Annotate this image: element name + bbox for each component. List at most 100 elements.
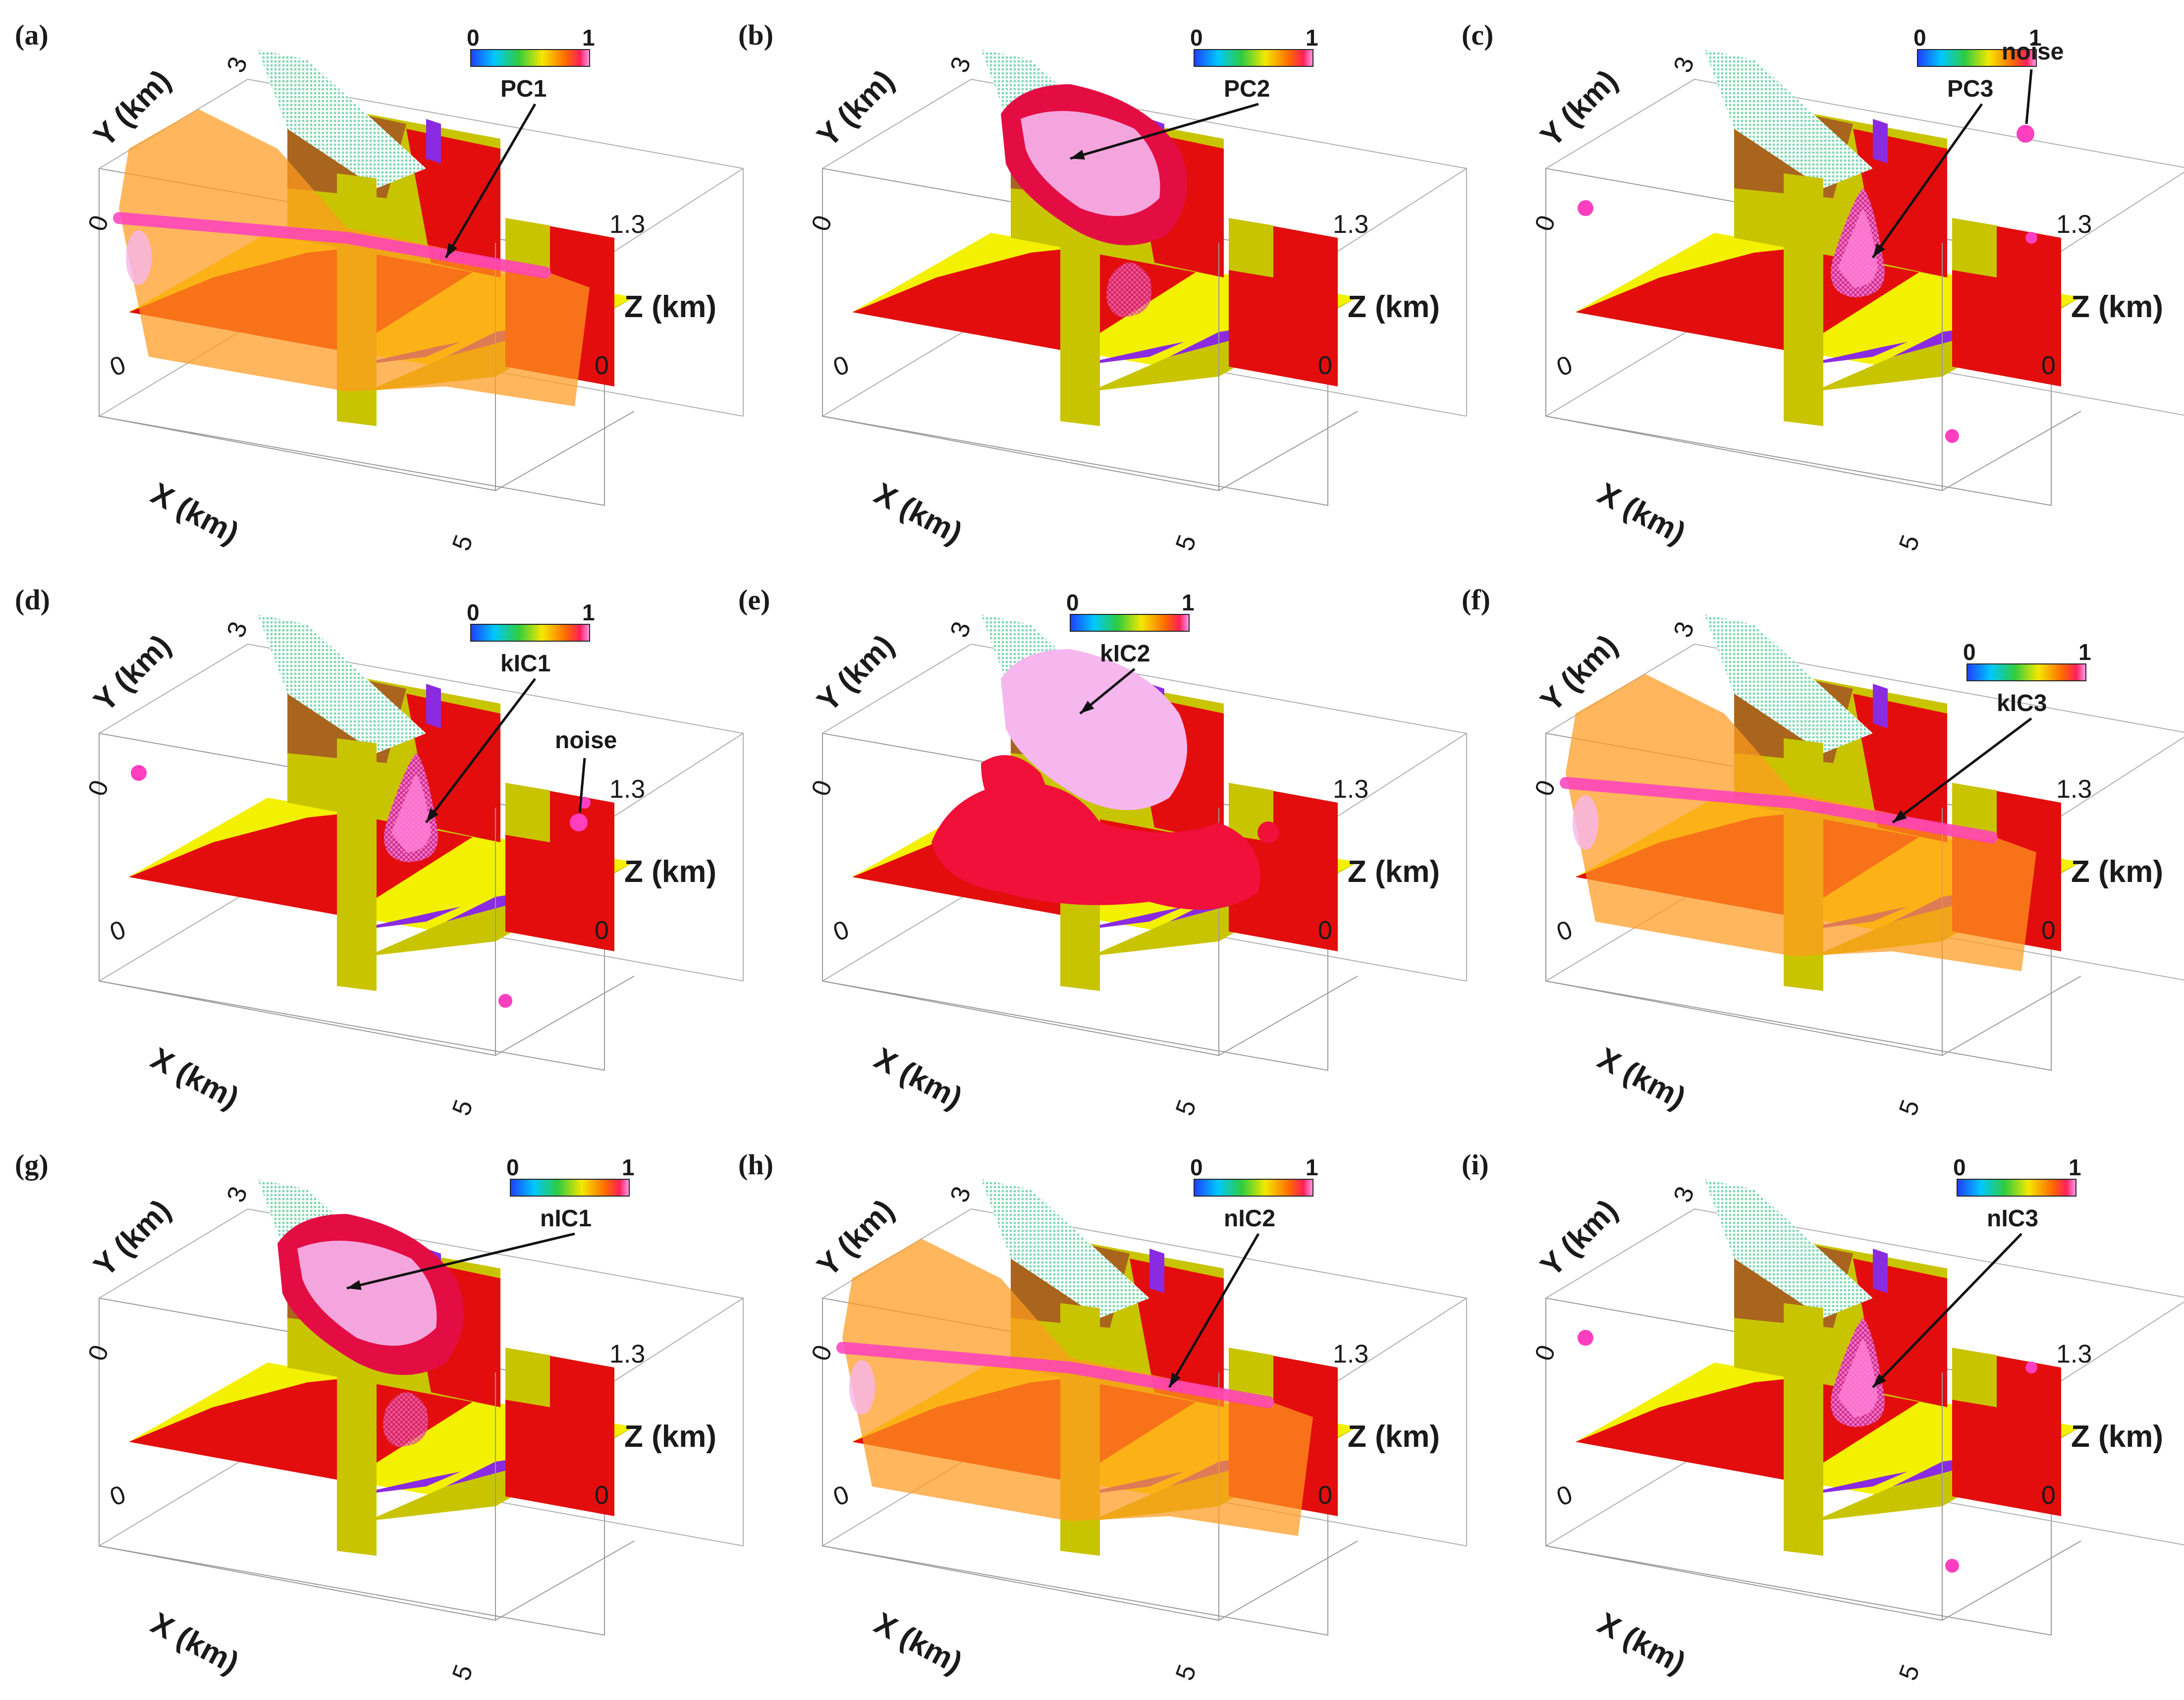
z-axis-label: Z (km)	[624, 290, 716, 324]
z-tick-bottom: 0	[1318, 916, 1332, 945]
colorbar: 0 1 PC1	[467, 25, 595, 102]
z-tick-bottom: 0	[595, 351, 609, 380]
colorbar-min: 0	[1953, 1154, 1966, 1180]
z-tick-bottom: 0	[2041, 351, 2056, 380]
z-tick-top: 1.3	[1333, 775, 1368, 804]
z-axis-label: Z (km)	[1348, 855, 1440, 889]
component-label: PC1	[500, 76, 546, 102]
colorbar: 0 1 nIC2	[1190, 1154, 1318, 1232]
y-tick-3: 3	[221, 618, 253, 641]
x-tick-0: 0	[1553, 1480, 1576, 1512]
colorbar: 0 1 PC3	[1913, 25, 2042, 102]
z-tick-bottom: 0	[2041, 1481, 2056, 1510]
colorbar-min: 0	[1913, 25, 1926, 51]
x-tick-0: 0	[829, 1480, 853, 1512]
z-tick-top: 1.3	[2056, 1340, 2092, 1369]
component-label: nIC2	[1224, 1206, 1275, 1232]
y-tick-0: 0	[83, 1341, 114, 1365]
colorbar: 0 1 PC2	[1190, 25, 1318, 102]
x-tick-0: 0	[106, 915, 129, 947]
x-tick-5: 5	[1894, 1096, 1925, 1119]
y-tick-3: 3	[945, 618, 977, 641]
y-tick-0: 0	[1529, 776, 1561, 800]
y-tick-0: 0	[83, 776, 114, 800]
colorbar: 0 1 kIC1	[467, 600, 595, 677]
callout-arrow	[346, 1232, 575, 1290]
panel-label: (g)	[15, 1149, 49, 1181]
colorbar-max: 1	[2078, 639, 2091, 665]
x-tick-0: 0	[829, 350, 853, 382]
colorbar-min: 0	[1066, 590, 1079, 615]
z-tick-top: 1.3	[609, 775, 645, 804]
panel-label: (b)	[738, 19, 773, 51]
x-tick-5: 5	[1894, 1661, 1925, 1684]
y-tick-0: 0	[806, 212, 838, 235]
x-tick-5: 5	[1170, 1661, 1202, 1684]
z-axis-label: Z (km)	[624, 855, 716, 889]
panel-label: (i)	[1462, 1149, 1489, 1181]
component-label: nIC3	[1987, 1206, 2038, 1232]
colorbar-gradient	[470, 624, 590, 642]
y-tick-3: 3	[1668, 53, 1700, 76]
z-tick-top: 1.3	[2056, 775, 2092, 804]
x-axis-label: X (km)	[1592, 1041, 1691, 1115]
colorbar-max: 1	[1182, 590, 1195, 615]
callout-arrow	[444, 103, 537, 259]
component-label: PC2	[1224, 76, 1270, 102]
component-label: nIC1	[540, 1206, 592, 1232]
x-tick-0: 0	[829, 915, 853, 947]
y-axis-label: Y (km)	[1534, 63, 1624, 154]
noise-arrow	[578, 758, 586, 813]
z-axis-label: Z (km)	[1348, 1420, 1440, 1454]
callout-arrow	[1871, 103, 1983, 259]
colorbar-min: 0	[1963, 639, 1976, 665]
y-axis-label: Y (km)	[1534, 1193, 1624, 1283]
z-axis-label: Z (km)	[2071, 855, 2163, 889]
z-tick-bottom: 0	[595, 1481, 609, 1510]
callout-arrowhead	[446, 243, 458, 258]
y-tick-0: 0	[806, 776, 838, 800]
x-axis-label: X (km)	[1592, 1606, 1691, 1680]
colorbar-min: 0	[506, 1154, 519, 1180]
isosurface-kic2	[931, 649, 1279, 910]
colorbar: 0 1 nIC1	[506, 1154, 635, 1232]
colorbar-gradient	[510, 1179, 630, 1197]
z-axis-label: Z (km)	[624, 1420, 716, 1454]
colorbar-max: 1	[1306, 25, 1318, 51]
colorbar-gradient	[470, 49, 590, 67]
callout-arrow	[1168, 1233, 1260, 1388]
callout-arrowhead	[1070, 150, 1085, 160]
callout-arrow	[1892, 717, 2032, 823]
y-axis-label: Y (km)	[87, 628, 177, 718]
x-tick-5: 5	[447, 1661, 479, 1684]
panel-label: (a)	[15, 19, 49, 51]
x-axis-label: X (km)	[1592, 476, 1691, 550]
noise-blob	[570, 814, 588, 831]
panel-label: (d)	[15, 584, 50, 616]
panel-label: (f)	[1462, 584, 1490, 616]
colorbar: 0 1 kIC2	[1066, 590, 1195, 667]
panel-c: (c) X (km) Y (km) Z (km) 0 5 0 3 1.3 0 0 1 PC3 noise	[1462, 19, 2184, 554]
panel-label: (e)	[738, 584, 770, 616]
y-tick-3: 3	[1668, 1183, 1700, 1206]
z-tick-bottom: 0	[1318, 351, 1332, 380]
component-label: kIC3	[1997, 690, 2047, 716]
panel-d: (d) X (km) Y (km) Z (km) 0 5 0 3 1.3 0 0 1 kIC1 noise	[15, 584, 744, 1119]
component-label: kIC2	[1100, 641, 1150, 667]
callout-arrowhead	[426, 808, 439, 823]
panel-label: (c)	[1462, 19, 1493, 51]
z-tick-top: 1.3	[1333, 210, 1368, 239]
x-axis-label: X (km)	[145, 476, 244, 550]
callout-arrowhead	[1080, 701, 1094, 713]
component-label: kIC1	[500, 651, 550, 677]
colorbar: 0 1 kIC3	[1963, 639, 2091, 716]
x-tick-0: 0	[1553, 915, 1576, 947]
panel-i: (i) X (km) Y (km) Z (km) 0 5 0 3 1.3 0 0 1 nIC3	[1462, 1149, 2184, 1684]
panel-label: (h)	[738, 1149, 773, 1181]
y-axis-label: Y (km)	[811, 63, 901, 154]
colorbar-gradient	[1917, 49, 2037, 67]
x-tick-5: 5	[1170, 531, 1202, 554]
noise-blob	[2017, 125, 2034, 143]
x-tick-5: 5	[1894, 531, 1925, 554]
